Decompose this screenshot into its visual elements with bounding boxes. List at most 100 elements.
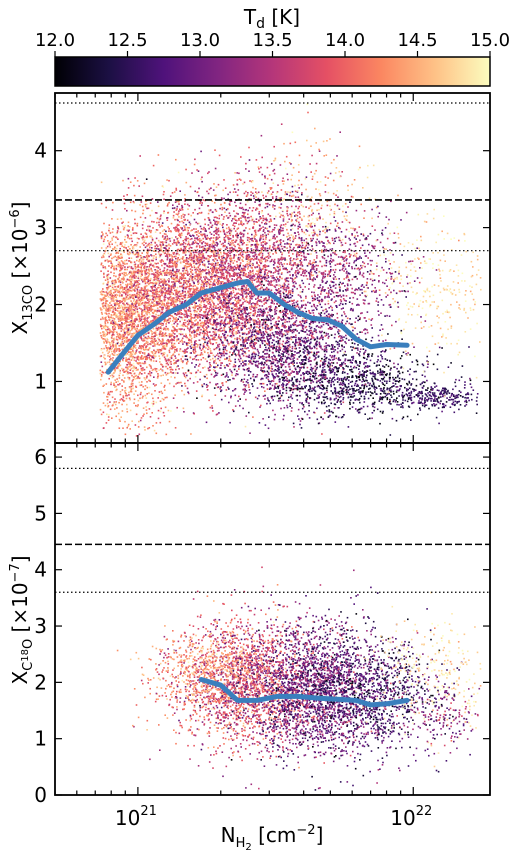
data-point-13co	[190, 317, 192, 320]
data-point-13co	[200, 300, 203, 303]
data-point-13co	[113, 248, 116, 250]
data-point-13co	[112, 308, 115, 311]
data-point-13co	[201, 281, 204, 283]
data-point-13co	[225, 235, 227, 238]
data-point-13co	[182, 229, 184, 232]
data-point-13co	[166, 321, 168, 323]
data-point-13co	[144, 322, 146, 325]
data-point-13co	[198, 339, 201, 341]
data-point-13co	[135, 306, 138, 308]
data-point-13co	[124, 208, 126, 210]
data-point-13co	[158, 344, 160, 346]
data-point-13co	[148, 249, 151, 252]
data-point-13co	[109, 260, 111, 262]
data-point-13co	[197, 317, 199, 319]
data-point-13co	[133, 306, 136, 309]
data-point-13co	[162, 247, 164, 249]
data-point-13co	[184, 350, 187, 352]
data-point-13co	[220, 294, 222, 296]
data-point-13co	[197, 283, 199, 285]
data-point-13co	[166, 272, 168, 275]
data-point-13co	[220, 327, 223, 329]
data-point-13co	[122, 264, 124, 267]
data-point-13co	[134, 277, 137, 279]
data-point-13co	[206, 319, 208, 322]
data-point-13co	[179, 277, 181, 279]
data-point-13co	[155, 295, 158, 298]
data-point-13co	[124, 322, 126, 324]
data-point-13co	[141, 352, 144, 354]
data-point-13co	[250, 327, 252, 329]
data-point-13co	[148, 356, 150, 359]
data-point-13co	[173, 337, 176, 340]
data-point-13co	[119, 333, 121, 336]
data-point-13co	[101, 298, 103, 301]
data-point-13co	[109, 354, 111, 356]
data-point-13co	[229, 252, 231, 255]
data-point-13co	[124, 300, 126, 303]
data-point-13co	[159, 232, 162, 234]
data-point-13co	[136, 257, 139, 259]
data-point-13co	[219, 223, 221, 225]
data-point-13co	[164, 358, 167, 360]
data-point-13co	[160, 278, 162, 281]
data-point-13co	[102, 283, 105, 285]
data-point-13co	[189, 262, 192, 265]
data-point-13co	[130, 308, 133, 310]
data-point-13co	[244, 352, 247, 355]
data-point-13co	[152, 360, 155, 362]
data-point-13co	[151, 270, 153, 272]
data-point-13co	[186, 348, 188, 350]
data-point-13co	[181, 355, 184, 358]
data-point-13co	[255, 234, 258, 236]
data-point-13co	[154, 262, 156, 265]
data-point-13co	[134, 177, 136, 179]
data-point-13co	[118, 318, 121, 320]
data-point-13co	[188, 293, 191, 295]
data-point-13co	[145, 342, 147, 344]
data-point-13co	[138, 313, 140, 315]
data-point-13co	[224, 313, 227, 315]
data-point-13co	[114, 321, 117, 323]
data-point-13co	[128, 394, 130, 396]
data-point-13co	[130, 287, 132, 289]
data-point-13co	[248, 386, 250, 388]
data-point-13co	[148, 270, 150, 272]
data-point-13co	[155, 360, 158, 362]
data-point-13co	[200, 283, 203, 286]
data-point-13co	[143, 256, 145, 258]
data-point-13co	[202, 287, 204, 289]
data-point-13co	[137, 314, 139, 316]
data-point-13co	[259, 282, 261, 284]
data-point-13co	[189, 246, 192, 249]
data-point-13co	[105, 291, 108, 293]
data-point-13co	[147, 304, 150, 306]
data-point-13co	[218, 154, 221, 157]
data-point-13co	[197, 344, 199, 346]
data-point-13co	[130, 282, 133, 285]
data-point-13co	[129, 321, 131, 324]
data-point-13co	[140, 287, 143, 290]
data-point-13co	[142, 340, 144, 342]
data-point-13co	[238, 337, 241, 340]
data-point-13co	[164, 236, 167, 238]
data-point-13co	[135, 435, 138, 437]
data-point-13co	[119, 393, 122, 396]
data-point-13co	[151, 393, 153, 396]
data-point-13co	[215, 333, 217, 336]
data-point-13co	[131, 277, 133, 279]
data-point-13co	[174, 229, 176, 231]
data-point-13co	[202, 237, 204, 240]
data-point-13co	[206, 315, 208, 317]
data-point-13co	[117, 341, 119, 344]
data-point-13co	[112, 305, 114, 308]
data-point-13co	[219, 327, 221, 330]
data-point-13co	[126, 278, 129, 281]
data-point-13co	[183, 294, 185, 297]
data-point-13co	[196, 333, 198, 335]
data-point-13co	[174, 362, 176, 364]
data-point-13co	[165, 283, 167, 285]
data-point-13co	[207, 278, 209, 281]
data-point-13co	[163, 267, 166, 269]
data-point-13co	[186, 203, 189, 206]
